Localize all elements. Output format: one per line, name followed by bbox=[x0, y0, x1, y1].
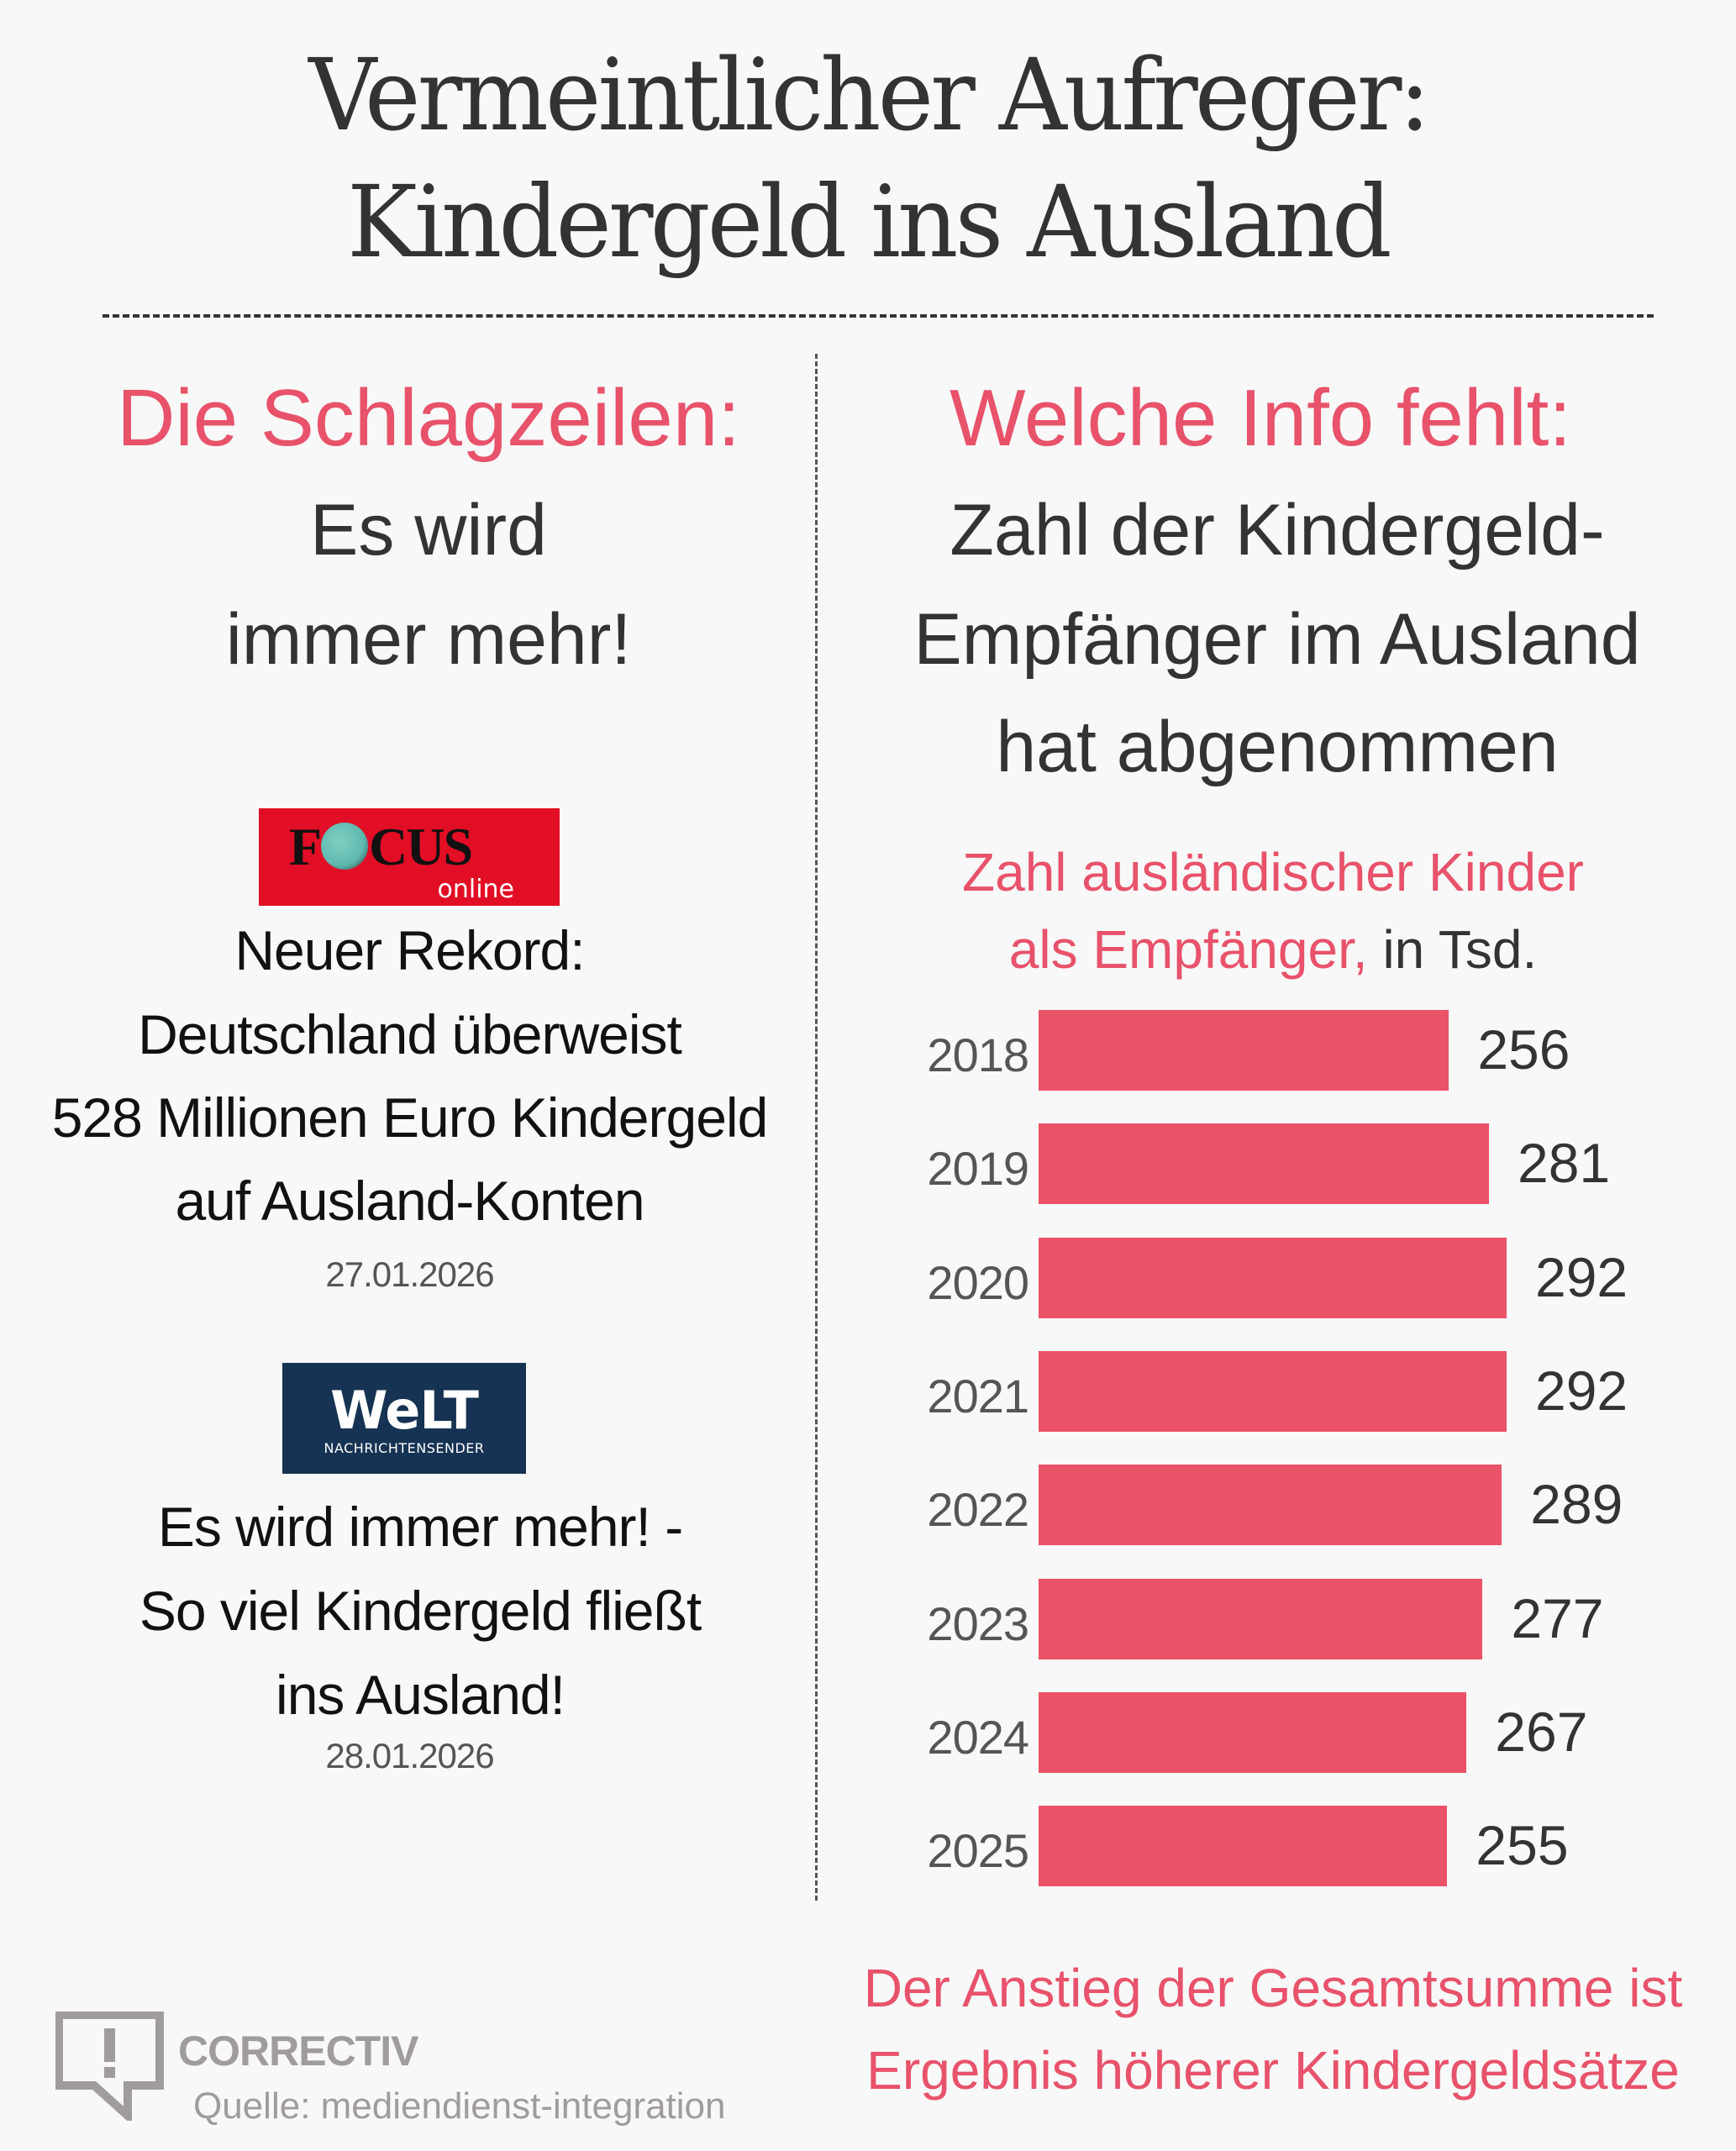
category-label-2023: 2023 bbox=[927, 1596, 1029, 1650]
chart-title-line-2-text: als Empfänger, bbox=[1008, 919, 1368, 980]
value-label-2022: 289 bbox=[1530, 1473, 1623, 1536]
bar-2022 bbox=[1039, 1465, 1502, 1546]
source-note: Quelle: mediendienst-integration bbox=[193, 2085, 726, 2127]
focus-headline-line-2: Deutschland überweist bbox=[138, 1003, 682, 1065]
chart-title-line-2: als Empfänger, in Tsd. bbox=[857, 923, 1689, 976]
welt-date: 28.01.2026 bbox=[325, 1736, 494, 1775]
vertical-divider bbox=[815, 354, 818, 1901]
bar-2018 bbox=[1039, 1010, 1449, 1091]
left-claim-line-1: Es wird bbox=[310, 490, 547, 571]
focus-headline-line-3: 528 Millionen Euro Kindergeld bbox=[51, 1086, 769, 1149]
chart-unit-label: in Tsd. bbox=[1382, 919, 1538, 980]
category-label-2024: 2024 bbox=[927, 1710, 1029, 1764]
bar-2019 bbox=[1039, 1123, 1490, 1205]
value-label-2021: 292 bbox=[1535, 1359, 1628, 1422]
welt-logo-wordmark: WeLT bbox=[330, 1380, 479, 1441]
page-title-line-2: Kindergeld ins Ausland bbox=[347, 164, 1392, 280]
horizontal-divider bbox=[103, 314, 1654, 318]
focus-headline-line-1: Neuer Rekord: bbox=[234, 919, 585, 981]
value-label-2024: 267 bbox=[1495, 1700, 1588, 1763]
focus-logo-sub: online bbox=[437, 875, 514, 904]
right-claim-line-3: hat abgenommen bbox=[996, 707, 1559, 787]
welt-headline-line-2: So viel Kindergeld fließt bbox=[139, 1580, 702, 1642]
category-label-2018: 2018 bbox=[927, 1028, 1029, 1081]
bar-2024 bbox=[1039, 1691, 1467, 1773]
category-label-2020: 2020 bbox=[927, 1255, 1029, 1309]
welt-headline-line-3: ins Ausland! bbox=[276, 1664, 566, 1726]
right-claim-line-2: Empfänger im Ausland bbox=[913, 599, 1641, 680]
bar-2023 bbox=[1039, 1578, 1483, 1659]
correctiv-logo-text: CORRECTIV bbox=[178, 2027, 418, 2075]
left-claim-line-2: immer mehr! bbox=[225, 599, 632, 680]
value-label-2019: 281 bbox=[1518, 1132, 1611, 1195]
bar-2025 bbox=[1039, 1806, 1448, 1887]
category-label-2021: 2021 bbox=[927, 1369, 1029, 1423]
focus-headline-line-4: auf Ausland-Konten bbox=[175, 1170, 644, 1232]
right-heading: Welche Info fehlt: bbox=[950, 373, 1571, 463]
bar-2021 bbox=[1039, 1350, 1507, 1432]
welt-logo: WeLT NACHRICHTENSENDER bbox=[282, 1363, 526, 1474]
bottom-note-line-2: Ergebnis höherer Kindergeldsätze bbox=[866, 2040, 1680, 2101]
left-heading: Die Schlagzeilen: bbox=[117, 373, 740, 463]
category-label-2019: 2019 bbox=[927, 1142, 1029, 1196]
welt-headline-line-1: Es wird immer mehr! - bbox=[157, 1496, 683, 1558]
right-claim-line-1: Zahl der Kindergeld- bbox=[950, 490, 1605, 571]
page-title-line-1: Vermeintlicher Aufreger: bbox=[308, 37, 1430, 153]
speech-bubble-exclamation-icon bbox=[55, 2012, 164, 2121]
focus-online-logo: F CUS online bbox=[259, 808, 560, 906]
chart-title-line-1: Zahl ausländischer Kinder bbox=[962, 842, 1584, 902]
globe-icon bbox=[321, 823, 369, 870]
focus-logo-wordmark: F CUS bbox=[289, 817, 473, 876]
value-label-2023: 277 bbox=[1511, 1586, 1604, 1649]
value-label-2025: 255 bbox=[1476, 1814, 1569, 1877]
value-label-2020: 292 bbox=[1535, 1245, 1628, 1308]
value-label-2018: 256 bbox=[1477, 1018, 1570, 1081]
focus-date: 27.01.2026 bbox=[325, 1254, 494, 1294]
category-label-2022: 2022 bbox=[927, 1483, 1029, 1537]
bar-2020 bbox=[1039, 1237, 1507, 1318]
bottom-note-line-1: Der Anstieg der Gesamtsumme ist bbox=[863, 1958, 1683, 2018]
category-label-2025: 2025 bbox=[927, 1824, 1029, 1878]
welt-logo-sub: NACHRICHTENSENDER bbox=[324, 1440, 485, 1456]
